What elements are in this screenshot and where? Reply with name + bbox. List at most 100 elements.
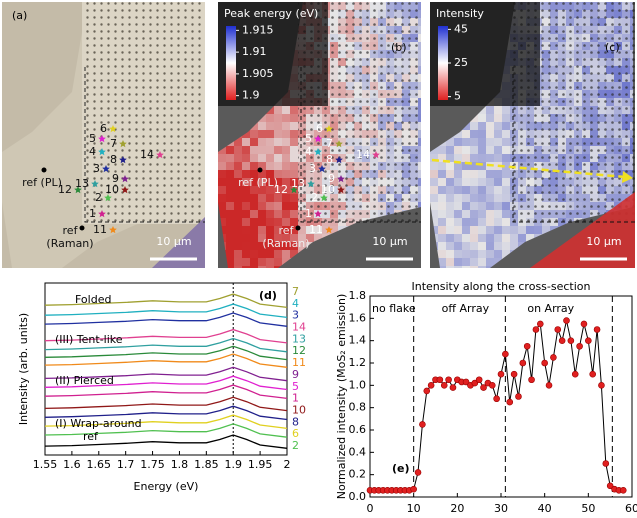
edge — [152, 217, 205, 268]
y-tick-label: 1.2 — [349, 356, 367, 369]
profile-point — [585, 337, 592, 344]
chart-title: Intensity along the cross-section — [411, 280, 590, 293]
colorbar — [438, 26, 448, 100]
spectrum — [44, 337, 288, 353]
edge — [530, 192, 635, 268]
point-label: 14 — [356, 148, 370, 161]
y-tick-label: 1.8 — [349, 289, 367, 302]
spectrum — [44, 303, 288, 319]
x-tick-label: 1.9 — [224, 458, 242, 471]
x-tick-label: 1.75 — [140, 458, 165, 471]
y-tick-label: 0.2 — [349, 468, 367, 481]
spectrum — [44, 345, 288, 361]
legend-label: 8 — [292, 415, 299, 428]
point-star — [119, 140, 127, 148]
profile-point — [598, 382, 605, 389]
x-tick-label: 1.8 — [171, 458, 189, 471]
point-star — [121, 175, 129, 183]
spectrum — [44, 434, 288, 449]
scale-bar-label: 10 μm — [156, 235, 191, 248]
spectrum — [44, 375, 288, 391]
colorbar-title: Peak energy (eV) — [224, 7, 318, 20]
ref-pl-label: ref (PL) — [22, 176, 62, 189]
point-star — [318, 165, 326, 173]
profile-point — [497, 370, 505, 378]
point-label: 2 — [95, 191, 102, 204]
profile-point — [589, 370, 597, 378]
colorbar-tick-label: 1.9 — [242, 89, 260, 102]
point-label: 12 — [58, 183, 72, 196]
point-star — [121, 186, 129, 194]
x-tick-label: 20 — [450, 502, 464, 515]
colorbar-bg — [430, 2, 540, 106]
plot-frame — [44, 282, 288, 456]
legend-label: 11 — [292, 356, 306, 369]
legend-label: 7 — [292, 285, 299, 298]
y-tick-label: 0.4 — [349, 445, 367, 458]
point-star — [98, 148, 106, 156]
profile-point — [427, 382, 435, 389]
legend-label: 1 — [292, 392, 299, 405]
profile-point — [423, 387, 431, 395]
point-label: 3 — [309, 162, 316, 175]
profile-point — [475, 376, 483, 384]
colorbar-tick-label: 5 — [454, 90, 461, 103]
profile-point — [576, 342, 583, 350]
point-label: 14 — [140, 148, 154, 161]
point-label: 6 — [316, 122, 323, 135]
spectrum — [44, 405, 288, 421]
legend-label: 13 — [292, 332, 306, 345]
profile-point — [515, 393, 522, 400]
image-panel: Peak energy (eV) 1.915 1.91 1.905 1.9 — [218, 2, 421, 268]
point-star — [156, 151, 164, 159]
spectrum — [44, 312, 288, 327]
profile-point — [563, 317, 570, 324]
point-star — [307, 180, 315, 188]
profile-point — [410, 485, 417, 493]
x-tick-label: 60 — [625, 502, 637, 515]
point-label: 9 — [328, 172, 335, 185]
spectrum — [44, 423, 288, 438]
point-star — [337, 186, 345, 194]
spectrum — [44, 366, 288, 382]
ref-dot — [79, 225, 85, 231]
annotation: Folded — [75, 293, 111, 306]
panel-label: (a) — [12, 9, 27, 22]
profile-point — [436, 376, 444, 384]
point-star — [109, 226, 117, 234]
x-tick-label: 10 — [407, 502, 421, 515]
point-label: 7 — [110, 137, 117, 150]
spectrum — [44, 414, 288, 430]
profile-point — [510, 370, 518, 378]
profile-point — [602, 460, 610, 467]
profile-point — [593, 326, 601, 333]
x-tick-label: 0 — [367, 502, 374, 515]
point-label: 8 — [110, 153, 117, 166]
profile-point — [502, 350, 509, 358]
y-tick-label: 0.6 — [349, 423, 367, 436]
image-panel: Intensity 45 25 5 — [430, 2, 635, 268]
profile-point — [419, 421, 426, 428]
point-label: 12 — [274, 183, 288, 196]
array-box — [84, 67, 205, 223]
profile-point — [545, 382, 553, 389]
profile-point — [532, 326, 540, 333]
annotation: (II) Pierced — [55, 374, 114, 387]
profile-point — [523, 342, 531, 350]
x-axis-label: Energy (eV) — [134, 480, 199, 493]
point-star — [109, 125, 117, 133]
colorbar-bg — [218, 2, 328, 106]
profile-point — [471, 379, 479, 387]
point-label: 7 — [326, 137, 333, 150]
ref-pl-label: ref (PL) — [238, 176, 278, 189]
x-tick-label: 1.7 — [117, 458, 135, 471]
profile-point — [606, 482, 614, 490]
image-panel — [2, 2, 205, 268]
point-star — [74, 186, 82, 194]
profile-point — [445, 376, 452, 384]
profile-point — [554, 326, 562, 333]
y-tick-label: 1.6 — [349, 311, 367, 324]
point-star — [335, 156, 343, 164]
profile-point — [414, 469, 422, 476]
